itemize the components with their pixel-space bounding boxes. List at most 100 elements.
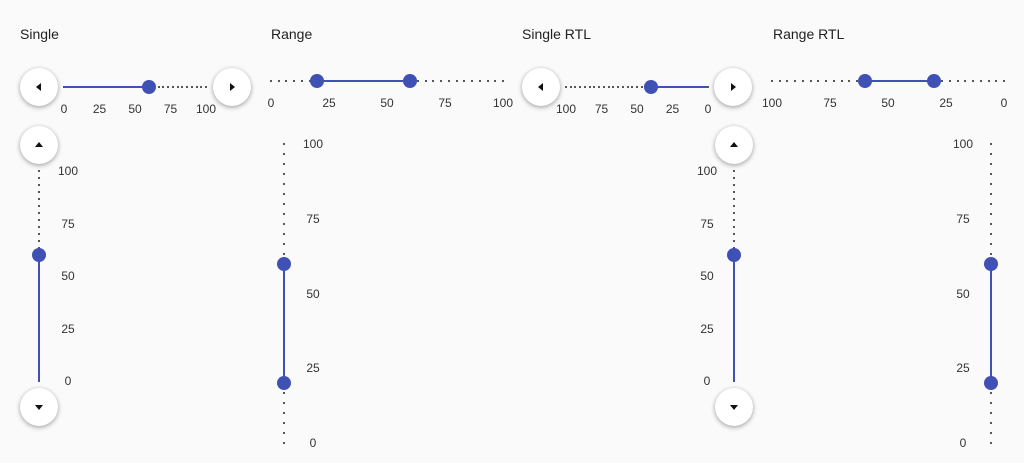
slider-thumb[interactable] — [277, 376, 291, 391]
tick-label: 75 — [306, 211, 320, 226]
slider-thumb[interactable] — [984, 256, 998, 271]
caret-up-icon — [35, 142, 43, 147]
single-rtl-vertical-increment-button[interactable] — [715, 126, 753, 164]
rail-dot — [786, 80, 789, 82]
caret-up-icon — [730, 142, 738, 147]
rail-dot — [283, 162, 285, 165]
rail-dot — [636, 86, 638, 88]
rail-dot — [979, 80, 982, 82]
rail-dot — [733, 219, 735, 221]
rail-dot — [205, 86, 207, 88]
rail-dot — [416, 80, 419, 82]
rail-dot — [990, 432, 992, 435]
rail-dot — [38, 380, 40, 382]
rail-dot — [990, 162, 992, 165]
rail-dot — [733, 198, 735, 200]
rail-dot — [733, 177, 735, 179]
slider-thumb[interactable] — [403, 74, 418, 88]
single-decrement-button[interactable] — [20, 68, 58, 106]
tick-label: 75 — [700, 216, 714, 231]
rail-dot — [283, 212, 285, 215]
slider-thumb[interactable] — [32, 248, 46, 262]
rail-dot — [612, 86, 615, 88]
rail-dot — [990, 412, 992, 415]
tick-label: 0 — [60, 102, 68, 116]
rail-dot — [283, 152, 285, 155]
tick-label: 100 — [195, 102, 217, 116]
rail-dot — [990, 392, 992, 395]
rail-dot — [987, 80, 990, 82]
single-increment-button[interactable] — [213, 68, 251, 106]
single-rtl-decrement-button[interactable] — [522, 68, 560, 106]
slider-thumb[interactable] — [142, 80, 157, 94]
tick-label: 100 — [302, 137, 324, 151]
tick-label: 75 — [956, 211, 970, 226]
single-vertical-increment-button[interactable] — [20, 126, 58, 164]
rail-dot — [283, 432, 285, 435]
rail-dot — [794, 80, 797, 82]
rail-dot — [856, 80, 859, 82]
slider-track — [990, 263, 992, 384]
rail-dot — [424, 80, 427, 82]
title-single: Single — [20, 26, 59, 42]
rail-dot — [283, 232, 285, 235]
caret-right-icon — [731, 83, 736, 91]
tick-label: 75 — [823, 96, 837, 110]
slider-thumb[interactable] — [277, 256, 291, 271]
tick-label: 75 — [594, 102, 609, 116]
rail-dot — [948, 80, 951, 82]
rail-dot — [283, 172, 285, 175]
rail-dot — [574, 86, 577, 88]
rail-dot — [157, 86, 160, 88]
rail-dot — [1003, 80, 1005, 82]
rail-dot — [195, 86, 198, 88]
tick-label: 0 — [267, 96, 275, 110]
rail-dot — [733, 212, 735, 214]
tick-label: 0 — [309, 436, 317, 450]
rail-dot — [283, 143, 285, 145]
single-vertical-decrement-button[interactable] — [20, 388, 58, 426]
slider-thumb[interactable] — [984, 376, 998, 391]
slider-thumb[interactable] — [644, 80, 659, 94]
rail-dot — [181, 86, 184, 88]
title-range: Range — [271, 26, 313, 42]
rail-dot — [38, 205, 40, 207]
tick-label: 50 — [61, 269, 75, 283]
rail-dot — [771, 80, 773, 82]
rail-dot — [569, 86, 572, 88]
tick-label: 50 — [380, 96, 394, 110]
tick-label: 100 — [761, 96, 783, 110]
rail-dot — [995, 80, 998, 82]
rail-dot — [579, 86, 582, 88]
rail-dot — [778, 80, 781, 82]
rail-dot — [447, 80, 450, 82]
slider-thumb[interactable] — [857, 74, 872, 88]
rail-dot — [617, 86, 620, 88]
rail-dot — [270, 80, 272, 82]
tick-label: 0 — [64, 374, 72, 388]
slider-thumb[interactable] — [310, 74, 325, 88]
tick-label: 0 — [959, 436, 967, 450]
rail-dot — [640, 86, 643, 88]
tick-label: 50 — [128, 102, 142, 116]
slider-track — [864, 80, 935, 82]
slider-track — [733, 255, 735, 381]
title-single-rtl: Single RTL — [522, 26, 592, 42]
tick-label: 100 — [696, 164, 718, 178]
rail-dot — [733, 380, 735, 382]
rail-dot — [171, 86, 174, 88]
rail-dot — [308, 80, 311, 82]
rail-dot — [283, 402, 285, 405]
single-rtl-vertical-decrement-button[interactable] — [715, 388, 753, 426]
slider-thumb[interactable] — [727, 248, 741, 262]
rail-dot — [848, 80, 851, 82]
rail-dot — [626, 86, 629, 88]
rail-dot — [176, 86, 179, 88]
tick-label: 100 — [952, 137, 974, 151]
rail-dot — [478, 80, 481, 82]
rail-dot — [38, 170, 40, 172]
rail-dot — [38, 177, 40, 179]
slider-thumb[interactable] — [927, 74, 942, 88]
single-rtl-increment-button[interactable] — [714, 68, 752, 106]
rail-dot — [733, 233, 735, 235]
